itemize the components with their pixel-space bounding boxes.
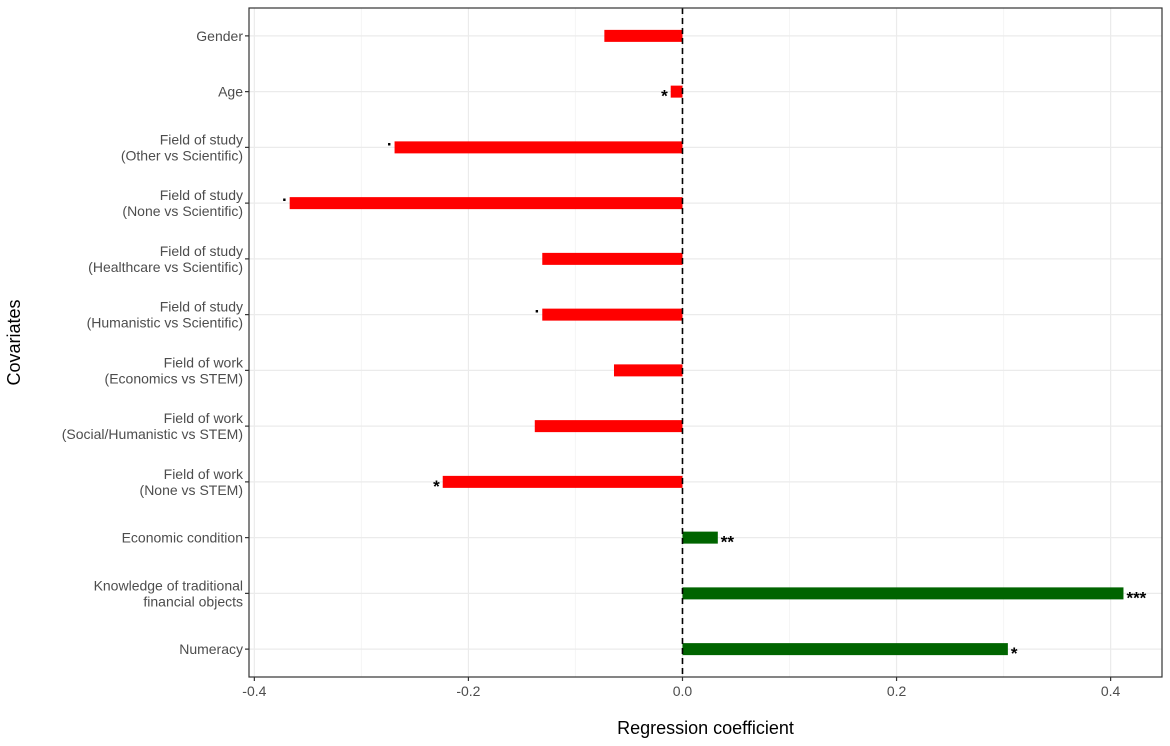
x-tick-label: 0.4 bbox=[1101, 683, 1121, 699]
bars-group bbox=[289, 29, 1124, 656]
panel-border bbox=[248, 7, 1163, 678]
y-tick-label-line: Field of study bbox=[160, 131, 243, 147]
y-tick-label: Gender bbox=[196, 28, 243, 44]
y-tick-label: Age bbox=[218, 84, 243, 100]
significance-label: * bbox=[1011, 644, 1018, 663]
y-tick-label-line: (None vs Scientific) bbox=[122, 203, 243, 219]
y-tick-label-line: (Healthcare vs Scientific) bbox=[88, 259, 243, 275]
y-tick-label: Field of study (Other vs Scientific) bbox=[121, 131, 243, 163]
y-tick-label: Field of study (None vs Scientific) bbox=[122, 187, 243, 219]
significance-label: . bbox=[535, 298, 540, 317]
bar bbox=[682, 531, 718, 544]
y-tick-label-line: Field of work bbox=[164, 354, 244, 370]
significance-label: ** bbox=[721, 533, 735, 552]
y-tick-label-line: Age bbox=[218, 84, 243, 100]
y-tick-label-line: (Humanistic vs Scientific) bbox=[87, 315, 243, 331]
y-tick-label-line: Numeracy bbox=[179, 641, 243, 657]
bar bbox=[542, 252, 683, 265]
significance-label: . bbox=[387, 130, 392, 149]
y-tick-label: Field of study (Healthcare vs Scientific) bbox=[88, 243, 243, 275]
y-tick-label-line: financial objects bbox=[143, 593, 243, 609]
x-tick-label: 0.2 bbox=[887, 683, 907, 699]
y-tick-label-line: Field of work bbox=[164, 466, 244, 482]
y-tick-label-line: Field of study bbox=[160, 299, 243, 315]
bar bbox=[534, 420, 683, 433]
y-tick-label-line: (Social/Humanistic vs STEM) bbox=[62, 426, 243, 442]
bar bbox=[613, 364, 683, 377]
x-tick-label: 0.0 bbox=[673, 683, 693, 699]
y-tick-label-line: Field of work bbox=[164, 410, 244, 426]
bar bbox=[682, 587, 1124, 600]
x-axis: -0.4 -0.2 0.0 0.2 0.4 bbox=[242, 677, 1121, 699]
significance-labels-group: *...******* bbox=[282, 87, 1147, 664]
y-axis-title: Covariates bbox=[4, 299, 24, 385]
significance-label: *** bbox=[1126, 588, 1146, 607]
y-tick-label: Economic condition bbox=[122, 530, 243, 546]
y-tick-label: Field of work (None vs STEM) bbox=[140, 466, 244, 498]
bar bbox=[670, 85, 683, 98]
y-tick-label-line: Economic condition bbox=[122, 530, 243, 546]
bar bbox=[542, 308, 683, 321]
y-tick-label-line: Knowledge of traditional bbox=[94, 577, 243, 593]
bar bbox=[604, 29, 683, 42]
y-tick-label-line: Field of study bbox=[160, 243, 243, 259]
y-tick-label-line: Field of study bbox=[160, 187, 243, 203]
significance-label: . bbox=[282, 186, 287, 205]
x-axis-title: Regression coefficient bbox=[617, 718, 794, 738]
y-tick-label-line: Gender bbox=[196, 28, 243, 44]
y-tick-label: Numeracy bbox=[179, 641, 243, 657]
grid-major-lines bbox=[249, 8, 1162, 677]
bar bbox=[289, 197, 683, 210]
y-tick-label-line: (None vs STEM) bbox=[140, 482, 243, 498]
y-tick-label: Field of study (Humanistic vs Scientific) bbox=[87, 299, 243, 331]
significance-label: * bbox=[661, 87, 668, 106]
bar bbox=[682, 643, 1008, 656]
x-tick-label: -0.4 bbox=[242, 683, 266, 699]
grid-minor-lines bbox=[360, 8, 1005, 677]
y-tick-label: Knowledge of traditional financial object… bbox=[94, 577, 243, 609]
bar bbox=[394, 141, 683, 154]
bar bbox=[442, 475, 683, 488]
y-tick-label-line: (Economics vs STEM) bbox=[105, 370, 243, 386]
significance-label: * bbox=[433, 477, 440, 496]
y-tick-label: Field of work (Social/Humanistic vs STEM) bbox=[62, 410, 244, 442]
y-tick-label: Field of work (Economics vs STEM) bbox=[105, 354, 244, 386]
y-tick-label-line: (Other vs Scientific) bbox=[121, 147, 243, 163]
x-tick-label: -0.2 bbox=[456, 683, 480, 699]
